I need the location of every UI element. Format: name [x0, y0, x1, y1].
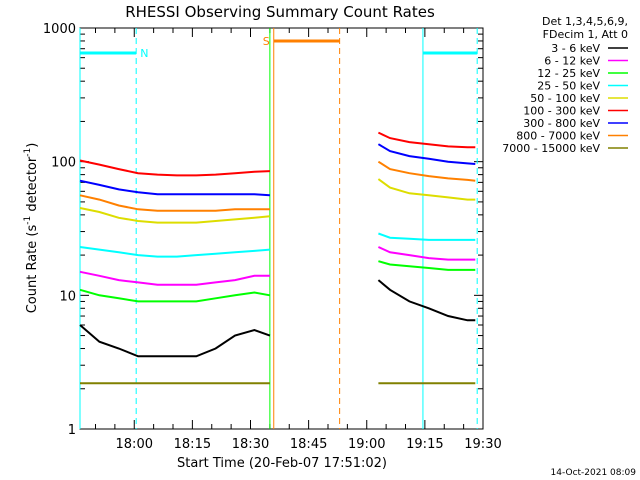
legend-header-line1: Det 1,3,4,5,6,9, — [542, 15, 628, 28]
y-tick-label: 1000 — [43, 22, 76, 37]
series-line — [79, 246, 270, 258]
x-axis-label: Start Time (20-Feb-07 17:51:02) — [177, 456, 387, 471]
x-tick-label: 18:00 — [116, 437, 153, 452]
y-tick-label: 1 — [68, 423, 76, 438]
x-tick-label: 18:45 — [290, 437, 327, 452]
series-line — [79, 270, 270, 286]
night-label: N — [140, 47, 148, 60]
y-axis-label-main: Count Rate (s — [25, 225, 40, 314]
series-line — [79, 179, 270, 197]
y-axis-label-mid: detector — [25, 156, 40, 216]
series-line — [377, 143, 476, 165]
legend-entry-label: 800 - 7000 keV — [516, 130, 600, 143]
legend-entry-label: 300 - 800 keV — [523, 117, 600, 130]
legend-entry-label: 3 - 6 keV — [551, 42, 600, 55]
x-tick-label: 19:15 — [406, 437, 443, 452]
x-tick-label: 18:15 — [174, 437, 211, 452]
legend-entry-label: 7000 - 15000 keV — [502, 142, 600, 155]
series-line — [377, 246, 476, 261]
legend-entry-label: 100 - 300 keV — [523, 105, 600, 118]
x-tick-label: 18:30 — [232, 437, 269, 452]
series-lines — [79, 131, 476, 385]
saa-label: S — [263, 35, 270, 48]
series-line — [378, 232, 476, 241]
series-line — [79, 324, 271, 358]
y-axis-label-sup1: -1 — [23, 216, 33, 225]
x-tick-label: 19:00 — [348, 437, 385, 452]
generation-timestamp: 14-Oct-2021 08:09 — [551, 468, 637, 478]
y-axis-label: Count Rate (s-1 detector-1) — [23, 143, 40, 314]
series-line — [378, 260, 476, 271]
series-line — [79, 159, 270, 177]
legend-entry-label: 12 - 25 keV — [537, 67, 600, 80]
orbit-annotations: NS — [79, 28, 478, 429]
series-line — [377, 279, 476, 322]
x-axis-ticks: 18:00 18:15 18:30 18:45 19:00 19:15 19:30 — [95, 28, 502, 452]
legend-header-line2: FDecim 1, Att 0 — [543, 28, 628, 41]
legend: Det 1,3,4,5,6,9, FDecim 1, Att 0 3 - 6 k… — [502, 15, 628, 155]
series-line — [377, 160, 476, 182]
legend-entry-label: 50 - 100 keV — [530, 92, 600, 105]
y-axis-label-sup2: -1 — [23, 148, 33, 157]
chart-title: RHESSI Observing Summary Count Rates — [125, 3, 435, 21]
legend-entry-label: 6 - 12 keV — [544, 55, 600, 68]
series-line — [79, 207, 270, 224]
series-line — [79, 288, 271, 303]
y-tick-label: 100 — [51, 156, 76, 171]
y-axis-label-end: ) — [25, 143, 40, 148]
x-tick-label: 19:30 — [464, 437, 501, 452]
y-tick-label: 10 — [59, 289, 76, 304]
y-axis-ticks: 1 10 100 1000 — [43, 22, 483, 438]
series-line — [377, 131, 476, 149]
series-line — [79, 194, 270, 212]
legend-entry-label: 25 - 50 keV — [537, 80, 600, 93]
series-line — [377, 178, 476, 201]
